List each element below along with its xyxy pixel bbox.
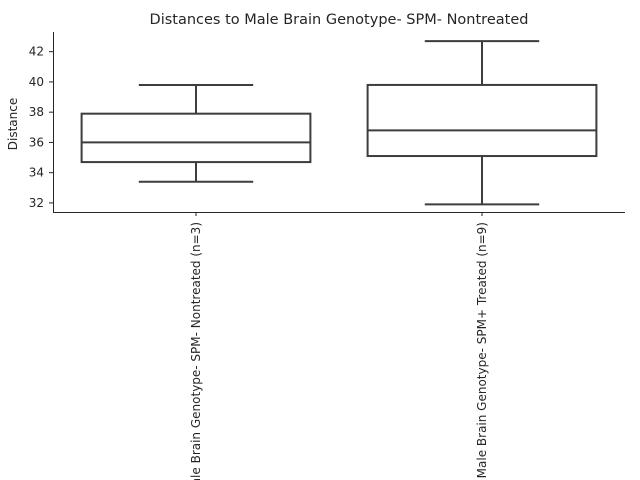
iqr-box <box>366 83 598 158</box>
box-group <box>366 40 598 206</box>
y-tick-label: 32 <box>29 196 44 210</box>
y-tick-label: 36 <box>29 135 44 149</box>
x-tick-label: Male Brain Genotype- SPM- Nontreated (n=… <box>189 222 203 480</box>
box-plots <box>80 40 598 206</box>
y-tick-label: 38 <box>29 105 44 119</box>
y-axis-label: Distance <box>6 98 20 150</box>
y-ticks: 32 34 36 38 40 42 <box>29 45 53 210</box>
box-group <box>80 83 312 183</box>
y-tick-label: 42 <box>29 45 44 59</box>
y-tick-label: 34 <box>29 166 44 180</box>
iqr-box <box>80 112 312 164</box>
y-tick-label: 40 <box>29 75 44 89</box>
chart-title: Distances to Male Brain Genotype- SPM- N… <box>150 12 529 28</box>
x-tick-labels: Male Brain Genotype- SPM- Nontreated (n=… <box>189 213 489 480</box>
x-tick-label: Male Brain Genotype- SPM+ Treated (n=9) <box>475 222 489 478</box>
